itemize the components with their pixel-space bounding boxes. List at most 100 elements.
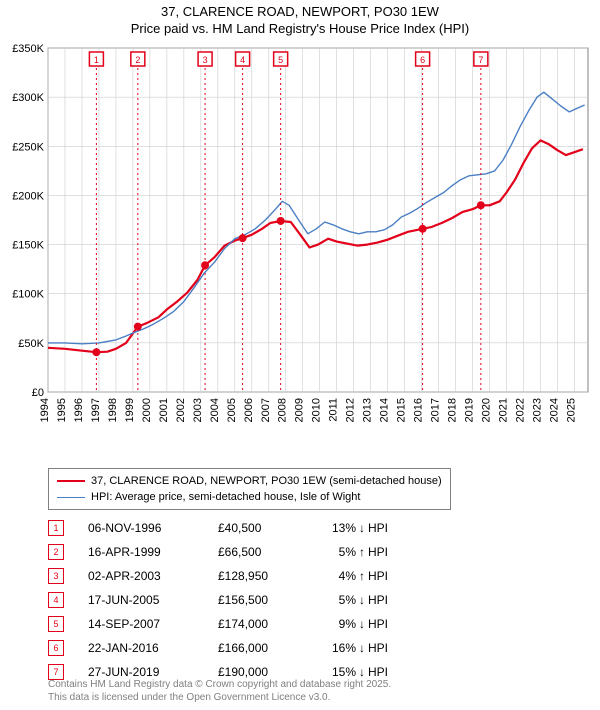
transaction-row: 6 22-JAN-2016£166,00016%↓ HPI xyxy=(48,636,388,660)
transaction-vs: HPI xyxy=(368,617,388,631)
transaction-marker: 6 xyxy=(48,640,64,656)
svg-text:2001: 2001 xyxy=(158,398,170,422)
svg-text:2010: 2010 xyxy=(311,398,323,422)
svg-text:2007: 2007 xyxy=(260,398,272,422)
svg-text:2000: 2000 xyxy=(141,398,153,422)
svg-text:1: 1 xyxy=(94,55,99,65)
chart-area: £0£50K£100K£150K£200K£250K£300K£350K1994… xyxy=(0,40,600,460)
svg-text:2023: 2023 xyxy=(531,398,543,422)
legend-row: HPI: Average price, semi-detached house,… xyxy=(57,489,442,505)
svg-text:1995: 1995 xyxy=(56,398,68,422)
svg-text:£150K: £150K xyxy=(12,240,44,252)
transaction-price: £166,000 xyxy=(218,641,318,655)
transaction-price: £66,500 xyxy=(218,545,318,559)
arrow-down-icon: ↓ xyxy=(356,665,368,679)
svg-text:2011: 2011 xyxy=(328,398,340,422)
transaction-marker: 1 xyxy=(48,520,64,536)
svg-text:7: 7 xyxy=(478,55,483,65)
transaction-vs: HPI xyxy=(368,569,388,583)
svg-text:1997: 1997 xyxy=(90,398,102,422)
transaction-row: 3 02-APR-2003£128,9504%↑ HPI xyxy=(48,564,388,588)
transaction-price: £128,950 xyxy=(218,569,318,583)
svg-text:2017: 2017 xyxy=(430,398,442,422)
transaction-row: 2 16-APR-1999£66,5005%↑ HPI xyxy=(48,540,388,564)
legend-row: 37, CLARENCE ROAD, NEWPORT, PO30 1EW (se… xyxy=(57,473,442,489)
chart-title-block: 37, CLARENCE ROAD, NEWPORT, PO30 1EW Pri… xyxy=(0,0,600,38)
transaction-marker: 2 xyxy=(48,544,64,560)
arrow-down-icon: ↓ xyxy=(356,593,368,607)
transaction-price: £190,000 xyxy=(218,665,318,679)
transaction-date: 22-JAN-2016 xyxy=(88,641,218,655)
transaction-vs: HPI xyxy=(368,521,388,535)
svg-text:2005: 2005 xyxy=(226,398,238,422)
svg-text:2015: 2015 xyxy=(396,398,408,422)
transaction-marker: 3 xyxy=(48,568,64,584)
svg-text:2014: 2014 xyxy=(379,398,391,422)
svg-text:2022: 2022 xyxy=(514,398,526,422)
svg-text:£50K: £50K xyxy=(18,338,44,350)
arrow-up-icon: ↑ xyxy=(356,569,368,583)
transaction-date: 17-JUN-2005 xyxy=(88,593,218,607)
svg-text:£0: £0 xyxy=(32,387,44,399)
svg-text:6: 6 xyxy=(420,55,425,65)
transaction-vs: HPI xyxy=(368,545,388,559)
footer-line2: This data is licensed under the Open Gov… xyxy=(48,691,391,704)
arrow-down-icon: ↓ xyxy=(356,641,368,655)
transaction-vs: HPI xyxy=(368,641,388,655)
transaction-row: 1 06-NOV-1996£40,50013%↓ HPI xyxy=(48,516,388,540)
arrow-down-icon: ↓ xyxy=(356,617,368,631)
transaction-row: 4 17-JUN-2005£156,5005%↓ HPI xyxy=(48,588,388,612)
transaction-date: 02-APR-2003 xyxy=(88,569,218,583)
svg-text:1999: 1999 xyxy=(124,398,136,422)
legend-swatch xyxy=(57,497,85,498)
svg-text:2018: 2018 xyxy=(447,398,459,422)
svg-text:2021: 2021 xyxy=(497,398,509,422)
transaction-vs: HPI xyxy=(368,593,388,607)
transaction-pct: 15% xyxy=(318,665,356,679)
title-line2: Price paid vs. HM Land Registry's House … xyxy=(0,21,600,38)
legend-swatch xyxy=(57,480,85,482)
transaction-marker: 5 xyxy=(48,616,64,632)
svg-text:2013: 2013 xyxy=(362,398,374,422)
legend: 37, CLARENCE ROAD, NEWPORT, PO30 1EW (se… xyxy=(48,468,451,510)
svg-text:£350K: £350K xyxy=(12,43,44,55)
chart-svg: £0£50K£100K£150K£200K£250K£300K£350K1994… xyxy=(0,40,600,460)
svg-text:2: 2 xyxy=(135,55,140,65)
transaction-price: £156,500 xyxy=(218,593,318,607)
arrow-up-icon: ↑ xyxy=(356,545,368,559)
transaction-pct: 9% xyxy=(318,617,356,631)
transaction-date: 06-NOV-1996 xyxy=(88,521,218,535)
svg-text:2008: 2008 xyxy=(277,398,289,422)
transaction-pct: 4% xyxy=(318,569,356,583)
transaction-pct: 5% xyxy=(318,593,356,607)
svg-text:2024: 2024 xyxy=(548,398,560,422)
footer-line1: Contains HM Land Registry data © Crown c… xyxy=(48,678,391,691)
legend-label: 37, CLARENCE ROAD, NEWPORT, PO30 1EW (se… xyxy=(91,475,442,487)
transaction-price: £40,500 xyxy=(218,521,318,535)
transaction-pct: 13% xyxy=(318,521,356,535)
transaction-date: 27-JUN-2019 xyxy=(88,665,218,679)
svg-text:£100K: £100K xyxy=(12,289,44,301)
svg-text:2006: 2006 xyxy=(243,398,255,422)
svg-text:2016: 2016 xyxy=(413,398,425,422)
svg-text:2003: 2003 xyxy=(192,398,204,422)
svg-text:1998: 1998 xyxy=(107,398,119,422)
svg-text:2012: 2012 xyxy=(345,398,357,422)
transaction-marker: 4 xyxy=(48,592,64,608)
svg-text:3: 3 xyxy=(203,55,208,65)
svg-text:2002: 2002 xyxy=(175,398,187,422)
title-line1: 37, CLARENCE ROAD, NEWPORT, PO30 1EW xyxy=(0,4,600,21)
arrow-down-icon: ↓ xyxy=(356,521,368,535)
transaction-row: 514-SEP-2007£174,0009%↓ HPI xyxy=(48,612,388,636)
svg-text:2009: 2009 xyxy=(294,398,306,422)
transactions-table: 106-NOV-1996£40,50013%↓ HPI216-APR-1999£… xyxy=(48,516,388,684)
svg-text:2020: 2020 xyxy=(481,398,493,422)
svg-text:4: 4 xyxy=(240,55,245,65)
transaction-date: 14-SEP-2007 xyxy=(88,617,218,631)
svg-text:1994: 1994 xyxy=(39,398,51,422)
transaction-pct: 16% xyxy=(318,641,356,655)
svg-text:2004: 2004 xyxy=(209,398,221,422)
transaction-date: 16-APR-1999 xyxy=(88,545,218,559)
svg-text:£300K: £300K xyxy=(12,92,44,104)
transaction-pct: 5% xyxy=(318,545,356,559)
